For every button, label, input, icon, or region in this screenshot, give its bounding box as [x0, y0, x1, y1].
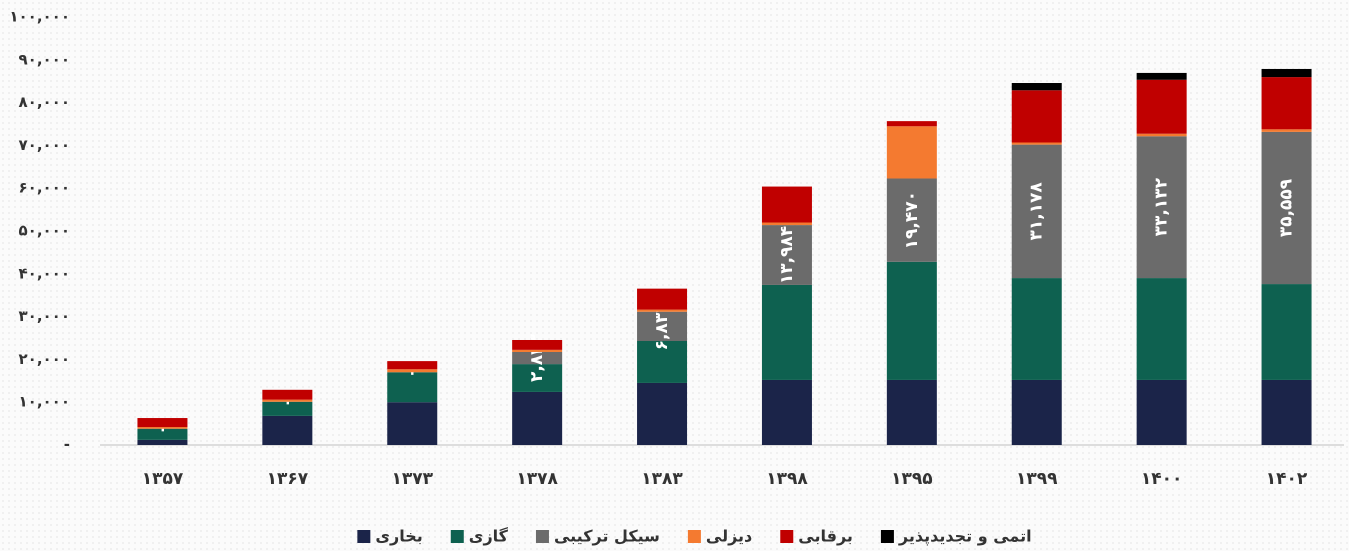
y-tick-label: ۱۰,۰۰۰ — [19, 393, 70, 411]
legend-label: سیکل ترکیبی — [554, 527, 660, 546]
bar-segment — [637, 309, 688, 312]
y-tick-label: ۶۰,۰۰۰ — [19, 179, 70, 197]
bar-segment — [886, 379, 937, 445]
x-tick-label: ۱۳۷۸ — [516, 469, 558, 489]
bar-segment — [1136, 72, 1187, 80]
bar-segment — [387, 372, 438, 403]
legend-swatch — [880, 530, 894, 543]
legend-label: برقابی — [798, 527, 853, 546]
bar-segment — [761, 222, 812, 226]
y-tick-label: ۲۰,۰۰۰ — [19, 350, 70, 368]
bar-segment — [1261, 77, 1312, 130]
x-tick-label: ۱۳۷۳ — [391, 469, 433, 489]
x-tick-label: ۱۳۹۸ — [766, 469, 808, 489]
bar-segment — [886, 261, 937, 380]
bar-segment — [1011, 379, 1062, 445]
bar-segment — [137, 427, 188, 429]
bar-segment — [637, 382, 688, 445]
legend-label: بخاری — [375, 527, 422, 546]
bar-segment — [761, 186, 812, 223]
bar-segment — [637, 340, 688, 383]
legend-label: اتمی و تجدیدپذیر — [898, 527, 1032, 547]
bar-segment — [886, 178, 937, 262]
bar-segment — [1261, 131, 1312, 285]
y-tick-label: ۹۰,۰۰۰ — [19, 50, 70, 68]
legend-swatch — [450, 530, 464, 543]
bar-segment — [262, 389, 313, 400]
bar-segment — [1011, 144, 1062, 279]
x-tick-label: ۱۳۹۹ — [1016, 469, 1058, 489]
bar-segment — [761, 225, 812, 285]
bar-segment — [512, 364, 563, 392]
bar-segment — [512, 339, 563, 350]
bar-segment — [1011, 90, 1062, 143]
data-label: ۳۳,۱۳۲ — [1152, 177, 1172, 236]
bar-segment — [262, 401, 313, 416]
bar-segment — [137, 418, 188, 428]
bar-segment — [1136, 79, 1187, 134]
bar-segment — [761, 379, 812, 445]
bar-segment — [512, 391, 563, 445]
bar-segment — [1136, 133, 1187, 137]
legend-swatch — [780, 530, 794, 543]
x-tick-label: ۱۳۶۷ — [267, 469, 309, 489]
x-tick-label: ۱۴۰۰ — [1141, 469, 1183, 489]
legend-swatch — [687, 530, 701, 543]
bar-segment — [637, 311, 688, 341]
bar-segment — [1261, 284, 1312, 380]
data-label: ۳۱,۱۷۸ — [1027, 182, 1047, 241]
bar-segment — [886, 126, 937, 179]
bar-segment — [1261, 129, 1312, 132]
data-label: ۳۵,۵۵۹ — [1277, 178, 1297, 237]
bar-segment — [387, 402, 438, 445]
bar-segment — [512, 349, 563, 352]
y-tick-label: ۸۰,۰۰۰ — [19, 93, 70, 111]
data-label: ۶,۸۳۲ — [652, 302, 672, 351]
bar-segment — [1136, 278, 1187, 380]
bar-segment — [1011, 278, 1062, 380]
bar-segment — [886, 121, 937, 127]
bar-segment — [512, 351, 563, 365]
y-tick-label: ۱۰۰,۰۰۰ — [9, 8, 70, 26]
bar-segment — [637, 288, 688, 310]
y-tick-label: ۷۰,۰۰۰ — [19, 136, 70, 154]
bar-segment — [761, 284, 812, 380]
legend-swatch — [535, 530, 549, 543]
x-tick-label: ۱۳۸۳ — [641, 469, 683, 489]
legend-label: گازی — [469, 527, 509, 546]
x-tick-label: ۱۳۵۷ — [142, 469, 184, 489]
bar-segment — [387, 361, 438, 370]
bar-segment — [1011, 83, 1062, 91]
bar-segment — [137, 428, 188, 440]
y-tick-label: ۵۰,۰۰۰ — [19, 222, 70, 240]
x-tick-label: ۱۳۹۵ — [891, 469, 933, 489]
y-tick-label: ۴۰,۰۰۰ — [19, 264, 70, 282]
legend-swatch — [357, 530, 371, 543]
data-label: ۱۹,۴۷۰ — [902, 191, 922, 249]
bar-segment — [1261, 68, 1312, 78]
bar-segment — [1011, 142, 1062, 145]
data-label: ۱۳,۹۸۴ — [777, 226, 797, 284]
bar-segment — [1136, 136, 1187, 279]
bar-segment — [1261, 379, 1312, 445]
bar-segment — [262, 415, 313, 445]
legend: بخاری گازی سیکل ترکیبی دیزلی برقابی اتمی و تج… — [357, 527, 1032, 547]
y-tick-label: ۳۰,۰۰۰ — [19, 307, 70, 325]
bar-segment — [137, 439, 188, 445]
legend-label: دیزلی — [706, 527, 752, 546]
x-tick-label: ۱۴۰۲ — [1266, 469, 1308, 489]
bar-segment — [387, 369, 438, 373]
bar-segment — [262, 399, 313, 402]
bar-segment — [1136, 379, 1187, 445]
y-tick-label: - — [64, 436, 70, 454]
